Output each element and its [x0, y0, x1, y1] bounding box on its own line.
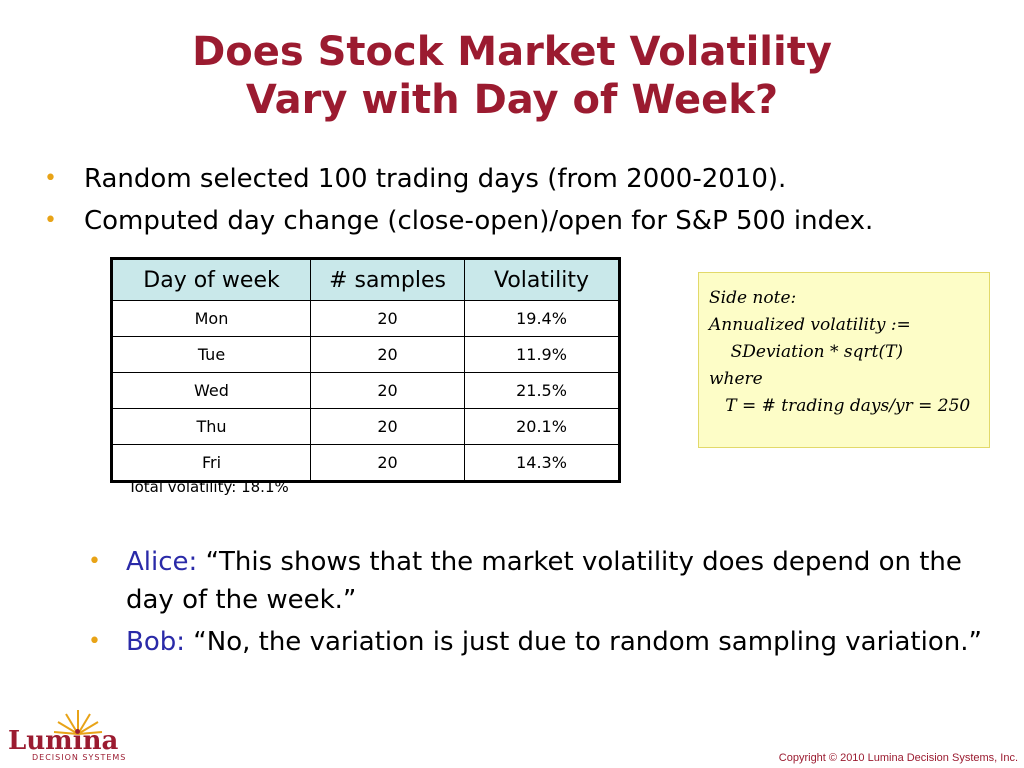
speaker-quote: “No, the variation is just due to random… [193, 627, 982, 657]
bullet-text: Computed day change (close-open)/open fo… [84, 206, 874, 236]
total-volatility-caption: Total volatility: 18.1% [128, 478, 289, 496]
side-note-line: Side note: [709, 288, 797, 308]
copyright-notice: Copyright © 2010 Lumina Decision Systems… [778, 752, 1018, 764]
bullet-text: Random selected 100 trading days (from 2… [84, 164, 787, 194]
cell-volatility: 21.5% [464, 372, 620, 409]
cell-day: Thu [111, 408, 311, 445]
side-note-line: Annualized volatility := [709, 315, 911, 335]
volatility-table: Day of week # samples Volatility Mon 20 … [110, 257, 621, 483]
cell-samples: 20 [310, 300, 465, 337]
bullet-item-alice: • Alice: “This shows that the market vol… [88, 543, 988, 619]
speaker-quote: “This shows that the market volatility d… [126, 547, 962, 615]
cell-samples: 20 [310, 372, 465, 409]
side-note-line: where [709, 369, 763, 389]
lumina-logo: Lumina DECISION SYSTEMS [8, 706, 128, 762]
side-note-line: SDeviation * sqrt(T) [709, 342, 904, 362]
table-row: Mon 20 19.4% [111, 300, 620, 337]
title-line-1: Does Stock Market Volatility [192, 29, 832, 75]
bullet-item: • Computed day change (close-open)/open … [44, 200, 1014, 242]
bullet-dot-icon: • [88, 549, 101, 574]
sunburst-icon [53, 710, 103, 735]
table-row: Thu 20 20.1% [111, 408, 620, 445]
table-row: Tue 20 11.9% [111, 336, 620, 373]
cell-day: Fri [111, 444, 311, 482]
column-header-volatility: Volatility [464, 258, 620, 301]
title-line-2: Vary with Day of Week? [245, 77, 779, 123]
discussion-bullet-list: • Alice: “This shows that the market vol… [88, 543, 988, 665]
bullet-item: • Random selected 100 trading days (from… [44, 158, 1014, 200]
cell-day: Mon [111, 300, 311, 337]
speaker-name: Alice: [126, 547, 198, 577]
table-row: Wed 20 21.5% [111, 372, 620, 409]
logo-tagline: DECISION SYSTEMS [32, 753, 127, 762]
table-row: Fri 20 14.3% [111, 444, 620, 482]
cell-volatility: 20.1% [464, 408, 620, 445]
side-note-line: T = # trading days/yr = 250 [709, 396, 971, 416]
cell-day: Wed [111, 372, 311, 409]
bullet-dot-icon: • [88, 629, 101, 654]
table-header-row: Day of week # samples Volatility [111, 258, 620, 301]
cell-volatility: 11.9% [464, 336, 620, 373]
cell-samples: 20 [310, 444, 465, 482]
top-bullet-list: • Random selected 100 trading days (from… [44, 158, 1014, 242]
side-note-box: Side note: Annualized volatility := SDev… [698, 272, 990, 448]
column-header-day: Day of week [111, 258, 311, 301]
bullet-dot-icon: • [44, 208, 57, 233]
cell-volatility: 14.3% [464, 444, 620, 482]
cell-samples: 20 [310, 408, 465, 445]
column-header-samples: # samples [310, 258, 465, 301]
cell-day: Tue [111, 336, 311, 373]
slide-title: Does Stock Market Volatility Vary with D… [0, 28, 1024, 124]
cell-volatility: 19.4% [464, 300, 620, 337]
logo-wordmark: Lumina [8, 726, 119, 756]
bullet-dot-icon: • [44, 166, 57, 191]
cell-samples: 20 [310, 336, 465, 373]
speaker-name: Bob: [126, 627, 186, 657]
bullet-item-bob: • Bob: “No, the variation is just due to… [88, 623, 988, 661]
